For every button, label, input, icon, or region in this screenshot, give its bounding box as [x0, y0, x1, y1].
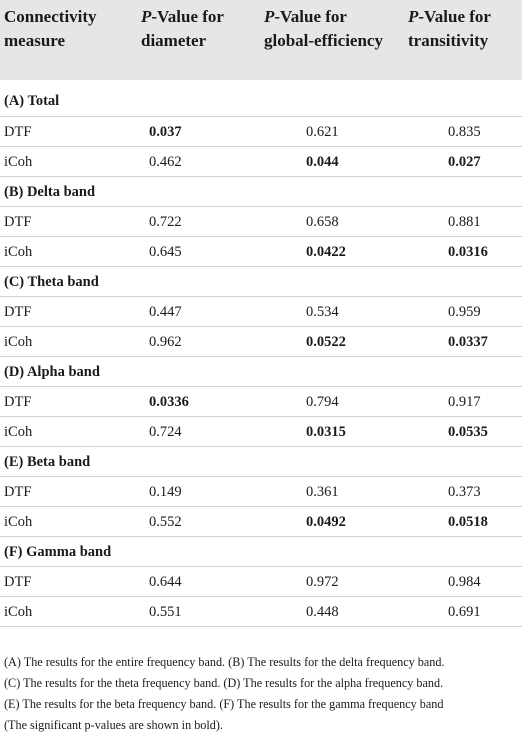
- table-section-row: (B) Delta band: [0, 177, 522, 207]
- transitivity-value: 0.0316: [448, 244, 488, 260]
- row-label: iCoh: [4, 244, 33, 260]
- header-col1-p: P: [141, 7, 152, 26]
- transitivity-value: 0.0518: [448, 514, 488, 530]
- global-efficiency-value: 0.794: [306, 394, 339, 410]
- section-label: (F) Gamma band: [4, 544, 112, 560]
- global-efficiency-value: 0.658: [306, 214, 339, 230]
- table-row: DTF 0.037 0.621 0.835: [0, 117, 522, 147]
- transitivity-value: 0.835: [448, 124, 481, 140]
- header-col2-line1: P-Value for: [264, 5, 383, 29]
- row-label: iCoh: [4, 334, 33, 350]
- row-label: DTF: [4, 484, 32, 500]
- header-col1-line2: diameter: [141, 31, 207, 50]
- transitivity-value: 0.027: [448, 154, 481, 170]
- section-label: (C) Theta band: [4, 274, 99, 290]
- table-row: DTF 0.0336 0.794 0.917: [0, 387, 522, 417]
- diameter-value: 0.447: [149, 304, 182, 320]
- header-col0-line2: measure: [4, 31, 66, 50]
- diameter-value: 0.722: [149, 214, 182, 230]
- row-label: iCoh: [4, 154, 33, 170]
- diameter-value: 0.962: [149, 334, 182, 350]
- diameter-value: 0.552: [149, 514, 182, 530]
- header-col3-line2: transitivity: [408, 31, 489, 50]
- diameter-value: 0.037: [149, 124, 182, 140]
- row-label: iCoh: [4, 514, 33, 530]
- table-header: Connectivity measure P-Value for diamete…: [0, 0, 522, 80]
- row-label: DTF: [4, 124, 32, 140]
- diameter-value: 0.149: [149, 484, 182, 500]
- footnote-line: (A) The results for the entire frequency…: [4, 655, 445, 669]
- section-label: (E) Beta band: [4, 454, 91, 470]
- table-section-row: (F) Gamma band: [0, 537, 522, 567]
- table-row: DTF 0.644 0.972 0.984: [0, 567, 522, 597]
- transitivity-value: 0.0337: [448, 334, 488, 350]
- transitivity-value: 0.373: [448, 484, 481, 500]
- row-label: DTF: [4, 304, 32, 320]
- header-col2-rest: -Value for: [274, 7, 347, 26]
- section-label: (A) Total: [4, 93, 60, 109]
- table-row: DTF 0.447 0.534 0.959: [0, 297, 522, 327]
- global-efficiency-value: 0.044: [306, 154, 339, 170]
- header-pvalue-transitivity: P-Value for transitivity: [408, 5, 491, 53]
- diameter-value: 0.724: [149, 424, 182, 440]
- diameter-value: 0.462: [149, 154, 182, 170]
- global-efficiency-value: 0.972: [306, 574, 339, 590]
- footnote-line: (E) The results for the beta frequency b…: [4, 697, 444, 711]
- table-section-row: (C) Theta band: [0, 267, 522, 297]
- table-row: DTF 0.149 0.361 0.373: [0, 477, 522, 507]
- transitivity-value: 0.691: [448, 604, 481, 620]
- global-efficiency-value: 0.0522: [306, 334, 346, 350]
- table-row: DTF 0.722 0.658 0.881: [0, 207, 522, 237]
- section-label: (B) Delta band: [4, 184, 96, 200]
- table-row: iCoh 0.462 0.044 0.027: [0, 147, 522, 177]
- global-efficiency-value: 0.0422: [306, 244, 346, 260]
- header-pvalue-diameter: P-Value for diameter: [141, 5, 224, 53]
- global-efficiency-value: 0.0492: [306, 514, 346, 530]
- header-col0-line1: Connectivity: [4, 7, 97, 26]
- row-label: DTF: [4, 214, 32, 230]
- table-section-row: (D) Alpha band: [0, 357, 522, 387]
- footnote-line: (C) The results for the theta frequency …: [4, 676, 444, 690]
- table-row: iCoh 0.962 0.0522 0.0337: [0, 327, 522, 357]
- row-label: iCoh: [4, 604, 33, 620]
- row-label: iCoh: [4, 424, 33, 440]
- transitivity-value: 0.0535: [448, 424, 488, 440]
- global-efficiency-value: 0.361: [306, 484, 339, 500]
- header-pvalue-global-efficiency: P-Value for global-efficiency: [264, 5, 383, 53]
- table-row: iCoh 0.724 0.0315 0.0535: [0, 417, 522, 447]
- header-connectivity-measure: Connectivity measure: [4, 5, 97, 53]
- header-col3-rest: -Value for: [418, 7, 491, 26]
- header-col3-line1: P-Value for: [408, 5, 491, 29]
- header-col3-p: P: [408, 7, 419, 26]
- section-label: (D) Alpha band: [4, 364, 100, 380]
- table-row: iCoh 0.551 0.448 0.691: [0, 597, 522, 627]
- diameter-value: 0.551: [149, 604, 182, 620]
- table-row: iCoh 0.552 0.0492 0.0518: [0, 507, 522, 537]
- global-efficiency-value: 0.621: [306, 124, 339, 140]
- global-efficiency-value: 0.0315: [306, 424, 346, 440]
- header-col2-p: P: [264, 7, 275, 26]
- transitivity-value: 0.959: [448, 304, 481, 320]
- diameter-value: 0.644: [149, 574, 182, 590]
- global-efficiency-value: 0.448: [306, 604, 339, 620]
- row-label: DTF: [4, 574, 32, 590]
- table-body: (A) Total DTF 0.037 0.621 0.835 iCoh 0.462 0.04…: [0, 80, 522, 627]
- transitivity-value: 0.984: [448, 574, 481, 590]
- transitivity-value: 0.917: [448, 394, 481, 410]
- global-efficiency-value: 0.534: [306, 304, 339, 320]
- table-section-row: (E) Beta band: [0, 447, 522, 477]
- diameter-value: 0.0336: [149, 394, 189, 410]
- table-section-row: (A) Total: [0, 80, 522, 117]
- table-row: iCoh 0.645 0.0422 0.0316: [0, 237, 522, 267]
- transitivity-value: 0.881: [448, 214, 481, 230]
- header-col1-line1: P-Value for: [141, 5, 224, 29]
- row-label: DTF: [4, 394, 32, 410]
- header-col2-line2: global-efficiency: [264, 31, 383, 50]
- diameter-value: 0.645: [149, 244, 182, 260]
- header-col1-rest: -Value for: [151, 7, 224, 26]
- footnote-line: (The significant p-values are shown in b…: [4, 718, 223, 732]
- table-footnote: (A) The results for the entire frequency…: [4, 652, 518, 736]
